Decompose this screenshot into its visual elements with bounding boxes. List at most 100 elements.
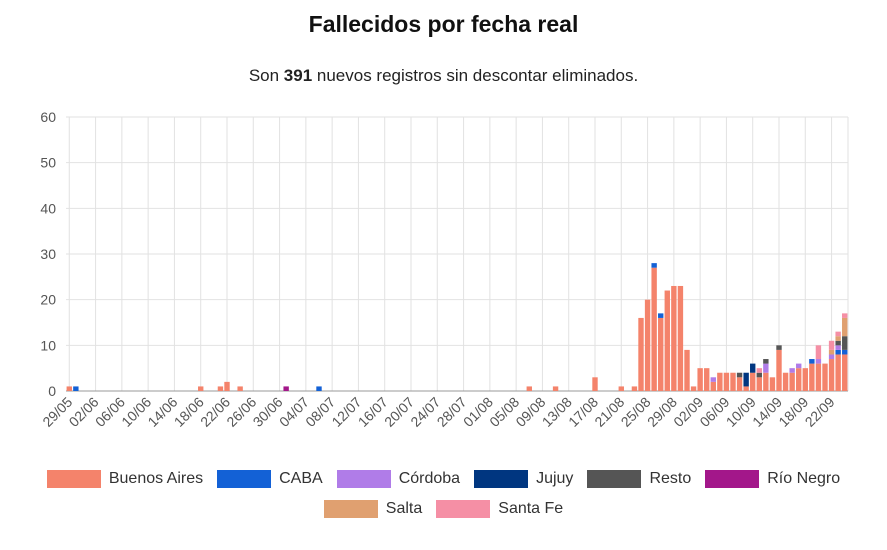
legend-item[interactable]: Resto — [587, 468, 691, 490]
legend-row: Salta Santa Fe — [0, 498, 887, 520]
bar-segment — [842, 317, 848, 337]
legend-label: Resto — [649, 470, 692, 487]
bar-segment — [526, 386, 532, 391]
bar-segment — [776, 349, 782, 391]
bar-segment — [710, 381, 716, 391]
legend-swatch — [217, 470, 272, 488]
legend-swatch — [336, 470, 391, 488]
bar-segment — [789, 372, 795, 391]
bar-segment — [828, 359, 835, 391]
bar-segment — [776, 345, 782, 350]
bar-segment — [710, 377, 716, 382]
legend-swatch — [705, 470, 760, 488]
bar-segment — [750, 372, 756, 391]
bar-segment — [743, 372, 749, 387]
legend-item[interactable]: Salta — [323, 498, 423, 520]
bar-segment — [717, 372, 723, 391]
bar-segment — [842, 336, 848, 350]
bar-segment — [664, 290, 670, 391]
bar-segment — [697, 368, 703, 391]
bar-segment — [815, 363, 822, 391]
bar-segment — [828, 354, 835, 360]
legend-swatch — [474, 470, 529, 488]
legend-row: Buenos Aires CABA Córdoba Jujuy Resto Río Neg… — [0, 468, 887, 490]
bar-segment — [835, 345, 841, 350]
y-tick-label: 50 — [40, 155, 56, 171]
bar-segment — [796, 363, 802, 369]
bar-segment — [671, 285, 677, 391]
legend-label: Salta — [385, 500, 423, 517]
stacked-bar-chart: 010203040506029/0502/0606/0610/0614/0618… — [39, 109, 849, 430]
bar-segment — [809, 359, 815, 364]
subtitle-prefix: Son — [248, 66, 284, 85]
bar-segment — [756, 372, 762, 378]
bar-segment — [644, 299, 651, 391]
legend-item[interactable]: Río Negro — [705, 468, 840, 490]
bar-segment — [835, 336, 841, 341]
legend-label: Buenos Aires — [108, 470, 204, 487]
legend-label: CABA — [279, 470, 323, 487]
bar-segment — [835, 331, 841, 337]
legend-swatch — [323, 500, 378, 518]
bar-segment — [842, 354, 848, 391]
bar-segment — [638, 317, 644, 391]
legend-label: Jujuy — [536, 470, 574, 487]
y-tick-label: 10 — [40, 337, 56, 353]
bar-segment — [763, 359, 769, 364]
bar-segment — [763, 363, 769, 373]
bar-segment — [66, 386, 72, 391]
bar-segment — [237, 386, 243, 391]
chart-legend: Buenos Aires CABA Córdoba Jujuy Resto Río Neg… — [0, 468, 887, 528]
bar-segment — [796, 368, 802, 391]
bar-segment — [802, 368, 808, 391]
legend-swatch — [436, 500, 491, 518]
x-tick-label: 22/09 — [802, 394, 838, 430]
legend-item[interactable]: CABA — [217, 468, 323, 490]
new-records-count: 391 — [283, 66, 313, 85]
chart-title: Fallecidos por fecha real — [308, 11, 579, 37]
legend-item[interactable]: Jujuy — [474, 468, 573, 490]
bar-segment — [704, 368, 710, 391]
bar-segment — [815, 359, 822, 364]
bar-segment — [658, 313, 664, 318]
bar-segment — [592, 377, 598, 391]
bar-segment — [763, 372, 769, 391]
bar-segment — [809, 363, 815, 391]
bar-segment — [756, 377, 762, 391]
bar-segment — [224, 381, 230, 391]
bar-segment — [552, 386, 559, 391]
bar-segment — [658, 317, 664, 391]
bar-segment — [736, 372, 743, 378]
legend-swatch — [587, 470, 642, 488]
bar-segment — [782, 372, 789, 391]
bar-segment — [690, 386, 697, 391]
bar-segment — [651, 263, 657, 268]
legend-item[interactable]: Santa Fe — [436, 498, 563, 520]
bar-segment — [283, 386, 289, 391]
bar-segment — [835, 349, 841, 355]
bar-segment — [835, 354, 841, 391]
bar-segment — [769, 377, 776, 391]
chart-subtitle: Son 391 nuevos registros sin descontar e… — [0, 66, 887, 86]
bar-segment — [789, 368, 795, 373]
y-tick-label: 30 — [40, 246, 56, 262]
bar-segment — [828, 349, 835, 355]
legend-label: Santa Fe — [498, 500, 564, 517]
bar-segment — [684, 349, 690, 391]
bar-segment — [822, 363, 828, 391]
y-tick-label: 20 — [40, 292, 56, 308]
subtitle-suffix: nuevos registros sin descontar eliminado… — [312, 66, 639, 85]
bar-segment — [750, 363, 756, 373]
legend-swatch — [46, 470, 101, 488]
bar-segment — [217, 386, 224, 391]
bar-segment — [651, 267, 657, 391]
legend-item[interactable]: Buenos Aires — [46, 468, 204, 490]
bar-segment — [618, 386, 624, 391]
bar-segment — [723, 372, 730, 391]
bar-segment — [730, 372, 736, 391]
y-tick-label: 40 — [40, 200, 56, 216]
bar-segment — [316, 386, 322, 391]
bar-segment — [677, 285, 684, 391]
legend-item[interactable]: Córdoba — [336, 468, 460, 490]
bar-segment — [631, 386, 638, 391]
